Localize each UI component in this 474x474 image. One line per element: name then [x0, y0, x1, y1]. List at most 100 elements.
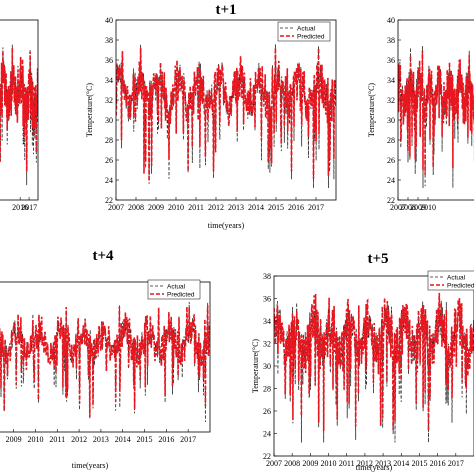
legend-label-predicted: Predicted — [297, 33, 325, 40]
y-tick-label: 22 — [387, 196, 395, 205]
x-axis-label: time(years) — [208, 221, 245, 230]
series-actual-line — [0, 43, 38, 186]
y-tick-label: 32 — [105, 96, 113, 105]
y-tick-label: 26 — [387, 156, 395, 165]
x-tick-label: 2009 — [410, 203, 426, 212]
x-tick-label: 2015 — [268, 203, 284, 212]
y-tick-label: 38 — [387, 36, 395, 45]
series-predicted-line — [0, 47, 38, 172]
y-axis-label: Temperature(°C) — [367, 83, 376, 138]
panel-5: t+5 22 24 26 28 30 32 34 36 38 Temperature(°C) 2007… — [251, 251, 474, 472]
y-tick-label: 30 — [387, 116, 395, 125]
x-tick-label: 2016 — [158, 435, 174, 444]
y-axis-label: Temperature(°C) — [85, 83, 94, 138]
y-tick-label: 40 — [387, 16, 395, 25]
x-tick-label: 2010 — [321, 459, 337, 468]
x-tick-label: 2008 — [128, 203, 144, 212]
x-tick-label: 2010 — [420, 203, 436, 212]
y-tick-label: 24 — [105, 176, 113, 185]
x-tick-label: 2007 — [390, 203, 406, 212]
x-tick-label: 2007 — [266, 459, 282, 468]
y-tick-label: 34 — [105, 76, 113, 85]
series-predicted-line — [116, 47, 336, 182]
series-predicted-line — [274, 292, 474, 432]
x-tick-label: 2013 — [375, 459, 391, 468]
y-tick-label: 38 — [105, 36, 113, 45]
x-tick-label: 2007 — [108, 203, 124, 212]
x-tick-label: 2012 — [71, 435, 87, 444]
x-tick-label: 2012 — [357, 459, 373, 468]
x-axis-label: time(years) — [72, 461, 109, 470]
panel-3: 22242628303234363840Temperature(°C)20072… — [367, 16, 474, 212]
panel-4: t+4 2009 2010 2011 2012 2013 2014 2015 2016 2017 t… — [0, 248, 211, 470]
y-tick-label: 22 — [263, 452, 271, 461]
legend-label-predicted: Predicted — [447, 282, 474, 289]
x-tick-label: 2016 — [12, 203, 28, 212]
x-tick-label: 2009 — [148, 203, 164, 212]
x-tick-label: 2012 — [208, 203, 224, 212]
x-tick-label: 2017 — [180, 435, 196, 444]
x-tick-label: 2011 — [339, 459, 355, 468]
y-tick-label: 36 — [105, 56, 113, 65]
x-tick-label: 2017 — [448, 459, 464, 468]
y-tick-label: 28 — [387, 136, 395, 145]
panel-title: t+1 — [215, 2, 236, 18]
plot-area — [397, 19, 474, 201]
y-tick-label: 36 — [387, 56, 395, 65]
legend-label-actual: Actual — [167, 283, 186, 290]
legend-label-actual: Actual — [297, 25, 316, 32]
x-tick-label: 2015 — [137, 435, 153, 444]
plot-area — [0, 19, 39, 201]
y-tick-label: 34 — [263, 317, 271, 326]
x-tick-label: 2010 — [27, 435, 43, 444]
y-axis-label: Temperature(°C) — [251, 339, 260, 394]
y-tick-label: 30 — [263, 362, 271, 371]
x-tick-label: 2017 — [308, 203, 324, 212]
y-tick-label: 24 — [387, 176, 395, 185]
x-tick-label: 2008 — [284, 459, 300, 468]
series-predicted-line — [0, 305, 210, 418]
y-tick-label: 28 — [105, 136, 113, 145]
y-tick-label: 26 — [263, 407, 271, 416]
x-tick-label: 2014 — [115, 435, 131, 444]
x-tick-label: 2013 — [228, 203, 244, 212]
y-tick-label: 38 — [263, 272, 271, 281]
x-tick-label: 2011 — [188, 203, 204, 212]
x-tick-label: 2014 — [248, 203, 264, 212]
y-tick-label: 36 — [263, 294, 271, 303]
x-axis-label: time(years) — [356, 463, 393, 472]
x-tick-label: 2010 — [168, 203, 184, 212]
y-tick-label: 22 — [105, 196, 113, 205]
x-tick-label: 2011 — [49, 435, 65, 444]
y-tick-label: 30 — [105, 116, 113, 125]
legend-label-actual: Actual — [447, 274, 466, 281]
plot-area — [0, 281, 211, 433]
y-tick-label: 32 — [263, 339, 271, 348]
y-tick-label: 28 — [263, 384, 271, 393]
series-predicted-line — [398, 50, 474, 175]
x-tick-label: 2009 — [6, 435, 22, 444]
x-tick-label: 2017 — [21, 203, 37, 212]
y-tick-label: 34 — [387, 76, 395, 85]
x-tick-label: 2016 — [430, 459, 446, 468]
x-tick-label: 2009 — [302, 459, 318, 468]
panel-2: t+1 22 24 26 28 30 32 34 36 38 40 Temperature(°C) 20… — [85, 2, 337, 230]
panel-title: t+5 — [367, 251, 388, 267]
y-tick-label: 32 — [387, 96, 395, 105]
x-tick-label: 2016 — [288, 203, 304, 212]
y-tick-label: 24 — [263, 429, 271, 438]
legend-label-predicted: Predicted — [167, 291, 195, 298]
y-tick-label: 40 — [105, 16, 113, 25]
panel-title: t+4 — [92, 248, 114, 264]
plot-area — [115, 19, 337, 201]
x-tick-label: 2015 — [411, 459, 427, 468]
x-tick-label: 2014 — [393, 459, 409, 468]
x-tick-label: 2008 — [400, 203, 416, 212]
x-tick-label: 2013 — [93, 435, 109, 444]
y-tick-label: 26 — [105, 156, 113, 165]
